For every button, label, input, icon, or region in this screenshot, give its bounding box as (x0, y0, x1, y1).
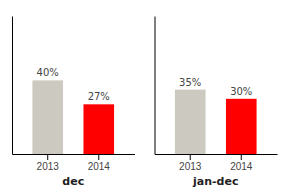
x-tick-label: 2013 (179, 161, 202, 172)
data-labels: 35% 30% (179, 77, 252, 97)
bars (175, 90, 257, 154)
x-axis-title: jan-dec (192, 175, 238, 188)
x-tick: 2014 (88, 154, 111, 172)
x-axis-line (155, 154, 278, 155)
panel: 2013 2014 35% 30% jan-dec (155, 17, 278, 189)
data-label: 40% (37, 67, 59, 78)
data-label: 30% (230, 86, 252, 97)
bar (83, 104, 114, 154)
x-tick: 2013 (179, 154, 202, 172)
y-axis-line (12, 17, 13, 155)
data-labels: 40% 27% (37, 67, 110, 102)
x-axis: 2013 2014 (13, 154, 136, 172)
data-label: 27% (88, 91, 110, 102)
x-axis-line (13, 154, 136, 155)
y-axis (155, 17, 156, 155)
y-axis (12, 17, 13, 155)
x-tick: 2014 (230, 154, 253, 172)
y-axis-line (155, 17, 156, 155)
bar (226, 99, 257, 154)
bar (32, 80, 63, 154)
x-tick-label: 2014 (230, 161, 253, 172)
x-tick-mark (98, 154, 99, 160)
data-label: 35% (179, 77, 201, 88)
x-tick-mark (47, 154, 48, 160)
x-tick-mark (190, 154, 191, 160)
panel: 2013 2014 40% 27% dec (13, 17, 136, 189)
x-tick-mark (241, 154, 242, 160)
bar (175, 90, 206, 154)
figure: 2013201440%27%dec2013201435%30%jan-dec (0, 0, 285, 190)
bars (32, 80, 114, 154)
x-tick: 2013 (37, 154, 60, 172)
x-tick-label: 2013 (37, 161, 60, 172)
x-tick-label: 2014 (88, 161, 111, 172)
x-axis: 2013 2014 (155, 154, 278, 172)
x-axis-title: dec (62, 175, 84, 188)
